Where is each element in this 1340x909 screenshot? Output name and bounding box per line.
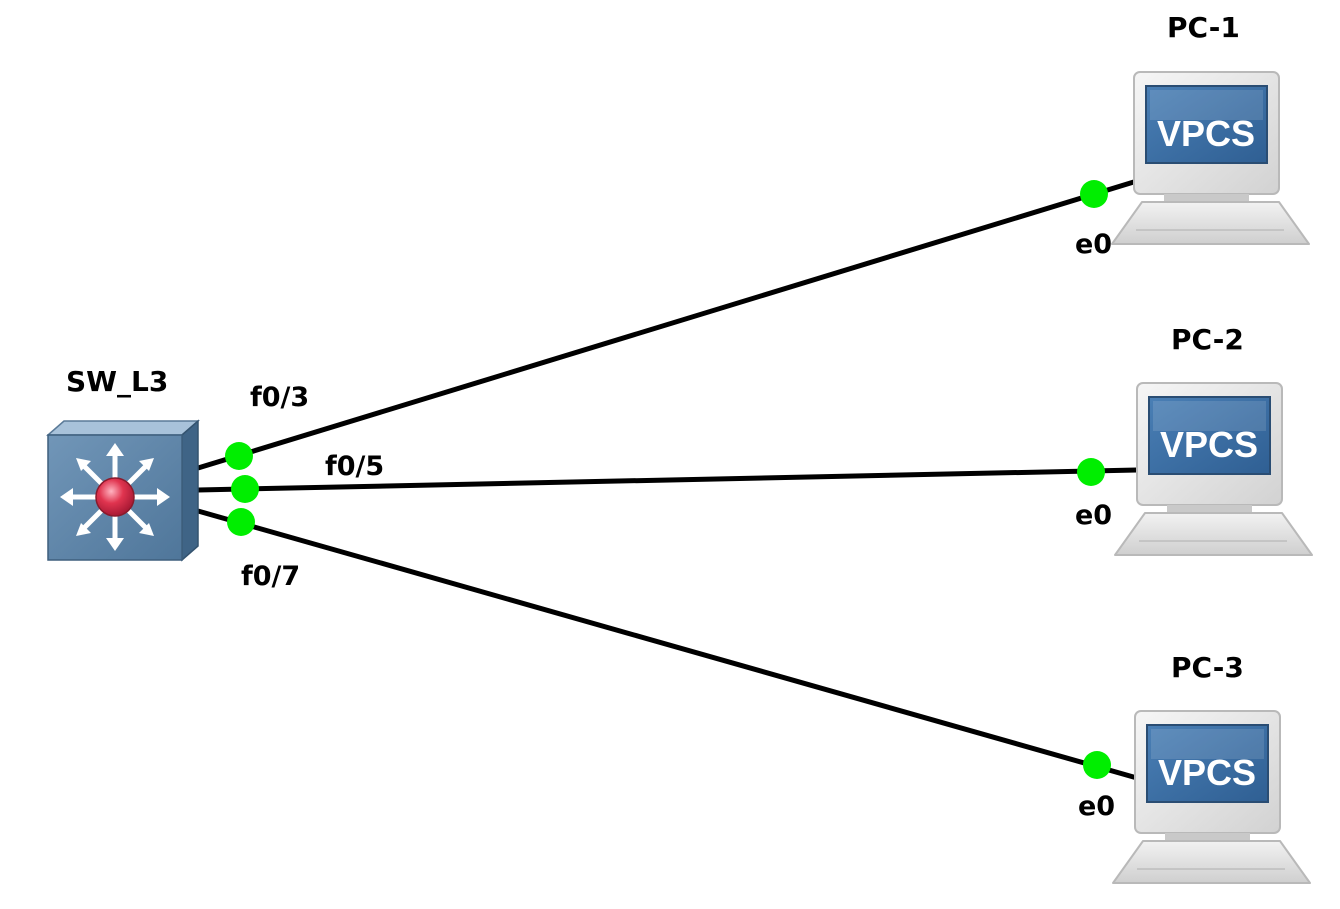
switch-center-dot bbox=[95, 477, 135, 517]
link-line[interactable] bbox=[197, 508, 1138, 781]
pc1-node[interactable]: VPCS bbox=[1111, 71, 1310, 245]
link-sw-pc2[interactable] bbox=[197, 467, 1138, 493]
link-line[interactable] bbox=[197, 178, 1138, 471]
layer3-switch-icon bbox=[46, 419, 200, 562]
pc1-label: PC-1 bbox=[1167, 11, 1240, 44]
port-pc3-e0-status[interactable] bbox=[1083, 751, 1111, 779]
pc3-node[interactable]: VPCS bbox=[1112, 710, 1311, 884]
port-f0-3-status[interactable] bbox=[225, 442, 253, 470]
switch-label: SW_L3 bbox=[66, 365, 169, 398]
link-line[interactable] bbox=[197, 467, 1138, 493]
port-label-f0-5: f0/5 bbox=[325, 451, 385, 482]
link-sw-pc1[interactable] bbox=[197, 178, 1138, 471]
vpcs-screen-text: VPCS bbox=[1158, 752, 1256, 793]
link-sw-pc3[interactable] bbox=[197, 508, 1138, 781]
vpcs-computer-icon bbox=[1114, 382, 1313, 556]
port-label-pc3-e0: e0 bbox=[1078, 791, 1116, 822]
port-pc1-e0-status[interactable] bbox=[1080, 180, 1108, 208]
port-f0-5-status[interactable] bbox=[231, 475, 259, 503]
vpcs-screen-text: VPCS bbox=[1157, 113, 1255, 154]
port-pc2-e0-status[interactable] bbox=[1077, 458, 1105, 486]
pc2-node[interactable]: VPCS bbox=[1114, 382, 1313, 556]
port-f0-7-status[interactable] bbox=[227, 508, 255, 536]
port-label-f0-7: f0/7 bbox=[241, 561, 301, 592]
port-label-pc1-e0: e0 bbox=[1075, 229, 1113, 260]
pc3-label: PC-3 bbox=[1171, 651, 1244, 684]
switch-node[interactable] bbox=[46, 419, 200, 562]
vpcs-screen-text: VPCS bbox=[1160, 424, 1258, 465]
port-label-f0-3: f0/3 bbox=[250, 382, 310, 413]
port-label-pc2-e0: e0 bbox=[1075, 500, 1113, 531]
pc2-label: PC-2 bbox=[1171, 323, 1244, 356]
vpcs-computer-icon bbox=[1112, 710, 1311, 884]
vpcs-computer-icon bbox=[1111, 71, 1310, 245]
